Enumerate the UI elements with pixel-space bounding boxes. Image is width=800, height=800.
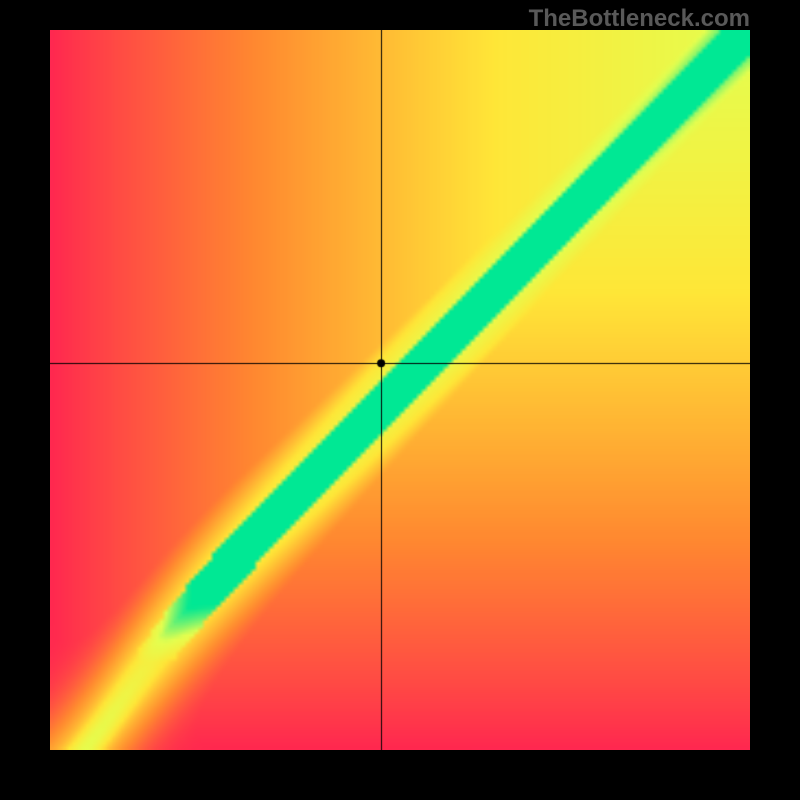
crosshair-overlay xyxy=(50,30,750,750)
chart-container: { "canvas": { "width": 800, "height": 80… xyxy=(0,0,800,800)
watermark: TheBottleneck.com xyxy=(529,5,750,33)
